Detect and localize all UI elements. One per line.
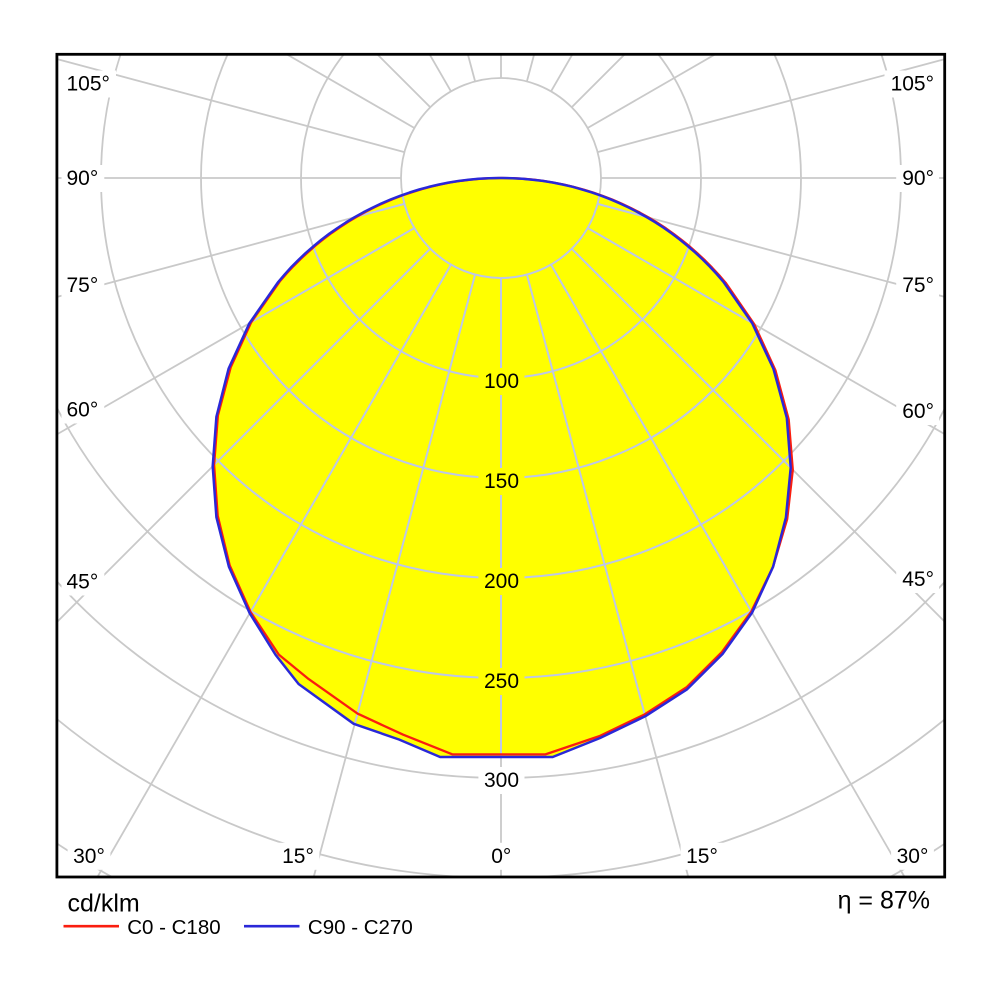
svg-text:150: 150 <box>484 470 519 493</box>
svg-text:60°: 60° <box>902 400 934 423</box>
svg-text:30°: 30° <box>73 845 105 868</box>
svg-text:75°: 75° <box>902 274 934 297</box>
svg-text:90°: 90° <box>902 167 934 190</box>
svg-text:100: 100 <box>484 370 519 393</box>
svg-text:0°: 0° <box>491 845 511 868</box>
svg-text:250: 250 <box>484 670 519 693</box>
svg-text:15°: 15° <box>282 845 314 868</box>
svg-text:75°: 75° <box>67 274 99 297</box>
svg-text:C0 - C180: C0 - C180 <box>127 916 220 939</box>
svg-text:90°: 90° <box>67 167 99 190</box>
svg-text:200: 200 <box>484 570 519 593</box>
svg-text:105°: 105° <box>891 73 934 96</box>
svg-text:cd/klm: cd/klm <box>68 889 140 917</box>
svg-text:15°: 15° <box>686 845 718 868</box>
svg-text:45°: 45° <box>67 571 99 594</box>
svg-text:300: 300 <box>484 769 519 792</box>
svg-text:105°: 105° <box>67 73 110 96</box>
svg-text:C90 - C270: C90 - C270 <box>308 916 413 939</box>
svg-text:30°: 30° <box>897 845 929 868</box>
svg-text:η = 87%: η = 87% <box>838 887 930 915</box>
svg-text:60°: 60° <box>67 399 99 422</box>
svg-text:45°: 45° <box>902 568 934 591</box>
